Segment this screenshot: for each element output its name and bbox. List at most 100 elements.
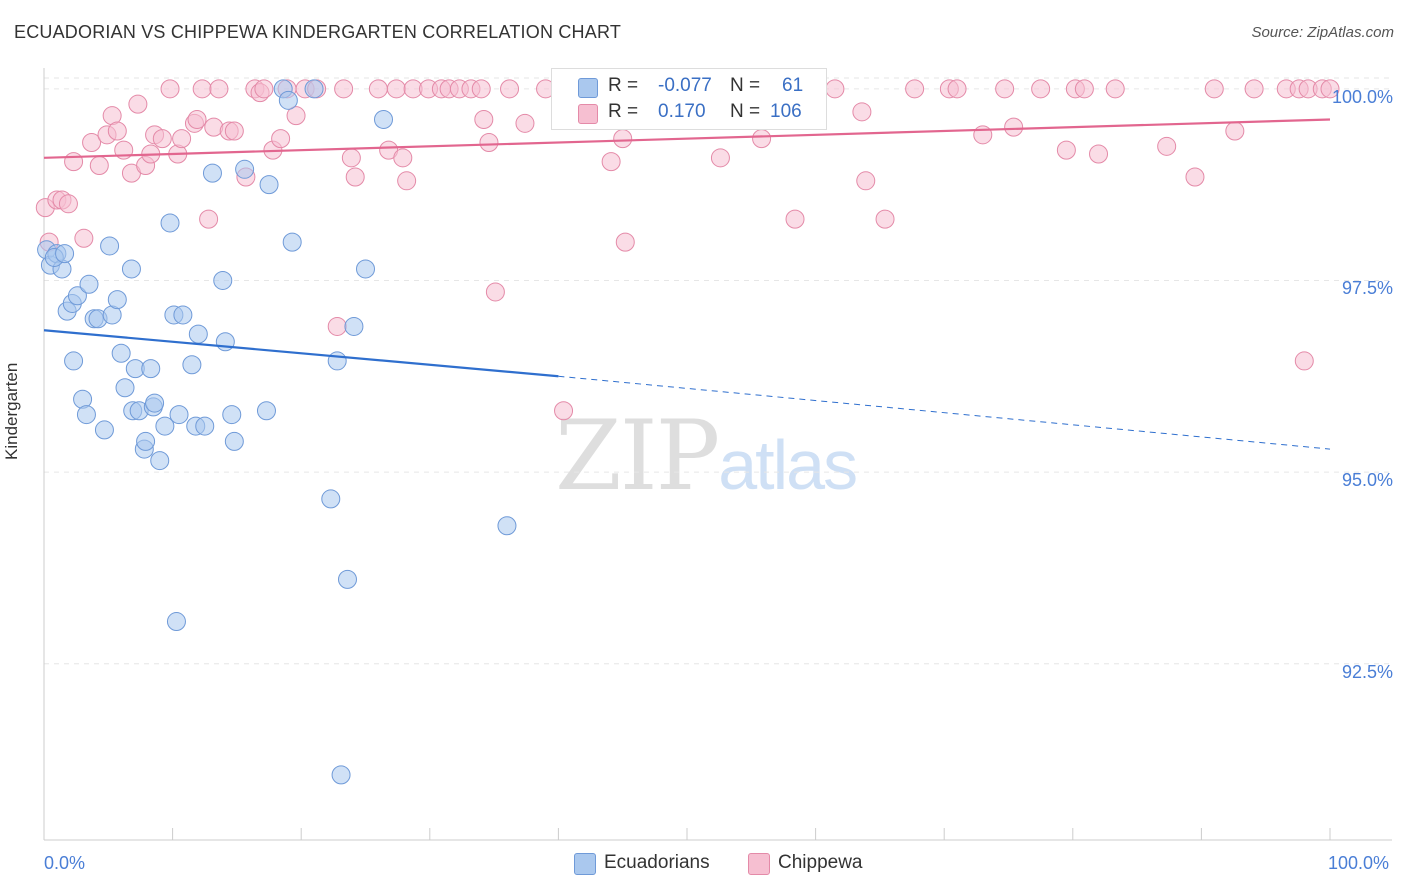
chippewa-point	[89, 155, 109, 175]
ecuadorians-point	[107, 290, 127, 310]
chippewa-point	[345, 167, 365, 187]
ecuadorians-point	[224, 431, 244, 451]
ecuadorians-point	[166, 612, 186, 632]
chippewa-point	[785, 209, 805, 229]
chippewa-point	[393, 148, 413, 168]
chippewa-point	[107, 121, 127, 141]
legend-n-chippewa: 106	[770, 101, 802, 122]
ecuadorians-point	[327, 351, 347, 371]
bottom-legend-swatch-ecuadorians	[574, 853, 596, 875]
chippewa-point	[224, 121, 244, 141]
ecuadorians-point	[344, 316, 364, 336]
ecuadorians-point	[202, 163, 222, 183]
chippewa-point	[368, 79, 388, 99]
ecuadorians-point	[213, 270, 233, 290]
chippewa-point	[613, 129, 633, 149]
ecuadorians-point	[282, 232, 302, 252]
ecuadorians-point	[235, 159, 255, 179]
chippewa-point	[1157, 136, 1177, 156]
chippewa-point	[341, 148, 361, 168]
ecuadorians-point	[115, 378, 135, 398]
legend-swatch-ecuadorians	[578, 78, 598, 98]
axes	[43, 68, 1392, 841]
chippewa-point	[1320, 79, 1340, 99]
ecuadorians-point	[173, 305, 193, 325]
chippewa-point	[1056, 140, 1076, 160]
chippewa-point	[485, 282, 505, 302]
ecuadorians-point	[256, 401, 276, 421]
chippewa-point	[1185, 167, 1205, 187]
chippewa-point	[601, 152, 621, 172]
chippewa-point	[875, 209, 895, 229]
ecuadorians-point	[374, 109, 394, 129]
chippewa-point	[58, 194, 78, 214]
chippewa-point	[334, 79, 354, 99]
correlation-legend: R = -0.077 N = 61 R = 0.170 N = 106	[551, 68, 827, 130]
chippewa-point	[286, 106, 306, 126]
chippewa-point	[852, 102, 872, 122]
y-tick-label: 97.5%	[1341, 278, 1393, 299]
chippewa-point	[905, 79, 925, 99]
chippewa-point	[1074, 79, 1094, 99]
ecuadorians-point	[304, 79, 324, 99]
trend-lines	[43, 118, 1331, 450]
chippewa-point	[74, 228, 94, 248]
ecuadorians-point	[259, 175, 279, 195]
chippewa-point	[973, 125, 993, 145]
chippewa-point	[254, 79, 274, 99]
chippewa-point	[209, 79, 229, 99]
chippewa-point	[397, 171, 417, 191]
ecuadorians-point	[111, 343, 131, 363]
ecuadorians-point	[67, 286, 87, 306]
ecuadorians-point	[356, 259, 375, 279]
chippewa-point	[479, 132, 499, 152]
legend-swatch-chippewa	[578, 104, 598, 124]
chippewa-point	[1204, 79, 1224, 99]
chippewa-point	[1244, 79, 1264, 99]
chippewa-point	[825, 79, 845, 99]
chippewa-point	[500, 79, 520, 99]
chippewa-point	[1294, 351, 1314, 371]
chippewa-point	[471, 79, 491, 99]
ecuadorians-points	[37, 79, 517, 785]
ecuadorians-point	[222, 405, 242, 425]
ecuadorians-point	[160, 213, 180, 233]
chippewa-point	[710, 148, 730, 168]
chippewa-point	[515, 113, 535, 133]
x-tick-label-min: 0.0%	[44, 853, 86, 873]
chippewa-point	[327, 316, 347, 336]
y-tick-label: 100.0%	[1331, 86, 1393, 107]
x-tick-label-max: 100.0%	[1328, 853, 1390, 873]
ecuadorians-point	[145, 393, 165, 413]
ecuadorians-point	[141, 359, 161, 379]
ecuadorians-point	[100, 236, 120, 256]
ecuadorians-point	[150, 451, 170, 471]
chippewa-trend-line	[43, 118, 1331, 159]
ecuadorians-point	[64, 351, 84, 371]
ecuadorians-point	[55, 244, 75, 264]
chippewa-point	[386, 79, 406, 99]
ecuadorians-point	[182, 355, 202, 375]
legend-r-ecuadorians: -0.077	[658, 75, 712, 96]
ecuadorians-point	[188, 324, 208, 344]
chippewa-point	[1105, 79, 1125, 99]
source-label: Source: ZipAtlas.com	[1251, 24, 1394, 41]
ecuadorians-point	[79, 274, 99, 294]
chippewa-point	[172, 129, 192, 149]
ecuadorians-point	[76, 405, 96, 425]
ecuadorians-trend-line	[43, 329, 559, 378]
chippewa-point	[856, 171, 876, 191]
chippewa-point	[271, 129, 291, 149]
ecuadorians-point	[136, 431, 156, 451]
chippewa-point	[187, 109, 207, 129]
chippewa-point	[1225, 121, 1245, 141]
ecuadorians-point	[321, 489, 341, 509]
ecuadorians-point	[497, 516, 517, 536]
chippewa-point	[192, 79, 212, 99]
chippewa-point	[199, 209, 219, 229]
y-axis-label: Kindergarten	[2, 362, 21, 460]
ecuadorians-point	[121, 259, 141, 279]
ecuadorians-point	[169, 405, 189, 425]
chippewa-point	[64, 152, 84, 172]
chippewa-points	[35, 79, 1340, 421]
